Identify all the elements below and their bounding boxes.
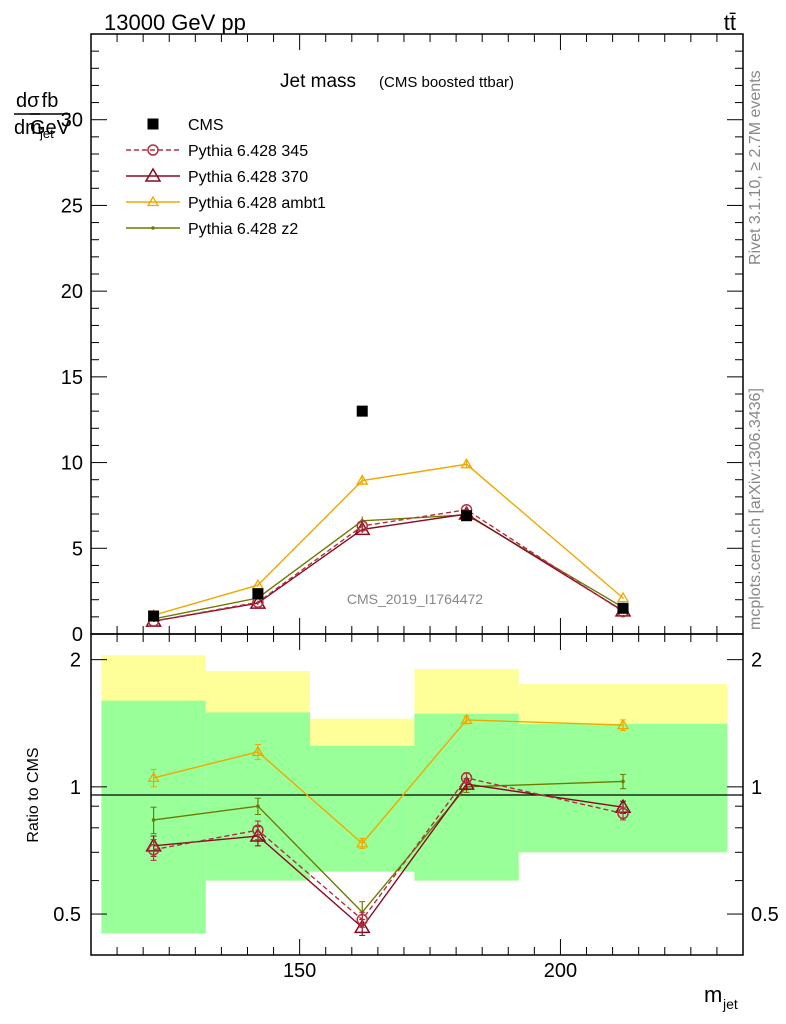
series-pythia-6.428-370 [145,505,632,627]
legend: CMS Pythia 6.428 345 Pythia 6.428 370 Pythi… [126,117,326,238]
ratio-y-tick-label-left: 2 [70,650,81,672]
y-tick-label: 0 [72,624,83,646]
ratio-data-point [251,745,265,757]
ylabel-den-left: dm [14,117,42,139]
ratio-data-point [147,771,160,783]
legend-label: CMS [188,117,224,134]
ratio-y-axis-label: Ratio to CMS [25,747,42,842]
mcplots-label: mcplots.cern.ch [arXiv:1306.3436] [747,388,764,630]
data-point [252,588,264,600]
ratio-data-point [147,843,160,856]
data-point [616,591,630,603]
ratio-data-point [460,713,473,725]
chart-title: Jet mass [280,71,356,92]
ratio-data-point [621,779,625,784]
ratio-frame [90,633,744,956]
rivet-label: Rivet 3.1.10, ≥ 2.7M events [747,70,764,265]
ylabel-num-left: dσ [16,90,40,112]
ylabel-num-right: fb [42,90,59,112]
xlabel-sub: jet [722,996,738,1012]
ratio-data-point [617,807,629,820]
watermark: CMS_2019_I1764472 [347,591,483,607]
data-point [356,474,369,485]
legend-marker [147,144,159,156]
y-tick-label: 30 [61,110,83,132]
legend-marker [147,118,159,130]
ratio-bands [101,655,728,934]
chart-subtitle: (CMS boosted ttbar) [379,74,514,91]
x-tick-label: 150 [283,960,316,982]
ratio-data-point [252,824,264,836]
data-point [356,520,368,532]
ratio-data-point [151,818,156,822]
ratio-y-tick-label-right: 2 [751,650,762,672]
legend-label: Pythia 6.428 z2 [188,221,298,238]
x-tick-label: 200 [544,960,577,982]
main-y-ticks: 0 5 10 15 20 25 30 [61,33,744,646]
ratio-panel: 0.5 0.5 1 1 2 2 150 200 [53,633,779,982]
ratio-data-point [616,718,630,730]
y-tick-label: 10 [61,453,83,475]
xlabel-main: m [704,982,722,1007]
ratio-data-point [356,913,368,926]
legend-marker [146,195,160,207]
data-point [249,594,267,609]
ylabel-den-right: GeV [30,117,71,139]
ratio-data-point [458,775,475,790]
ratio-data-point [353,918,371,934]
x-axis-label: m jet [704,982,738,1012]
legend-label: Pythia 6.428 345 [188,143,308,160]
legend-label: Pythia 6.428 ambt1 [188,195,326,212]
series-pythia-6.428-345 [147,503,629,627]
data-point [617,602,629,614]
legend-marker [151,226,155,230]
ratio-y-tick-label-right: 1 [751,777,762,799]
ratio-ticks: 0.5 0.5 1 1 2 2 150 200 [53,634,779,982]
y-tick-label: 15 [61,367,83,389]
data-point [460,458,473,469]
header-right: tt̄ [724,10,736,35]
legend-label: Pythia 6.428 370 [188,169,308,186]
ratio-series-pythia-6.428-ambt1 [147,713,630,849]
ratio-y-tick-label-left: 0.5 [53,904,81,926]
main-series [145,405,632,627]
ratio-y-tick-label-right: 0.5 [751,904,779,926]
y-tick-label: 5 [72,538,83,560]
y-tick-label: 25 [61,195,83,217]
ratio-data-point [356,837,369,848]
uncertainty-band-green [414,713,519,881]
ratio-y-tick-label-left: 1 [70,777,81,799]
uncertainty-band-green [310,745,415,872]
ratio-data-point [256,804,260,808]
ratio-series-pythia-6.428-345 [147,772,629,928]
data-point [461,510,473,522]
header-left: 13000 GeV pp [104,10,246,35]
ratio-data-point [460,772,473,784]
legend-marker [144,167,162,182]
series-cms [148,405,629,622]
data-point [148,610,160,622]
ratio-data-point [249,827,267,842]
data-point [356,405,368,417]
main-y-axis-label: dσ fb dm jet GeV [14,90,71,141]
uncertainty-band-green [205,712,311,881]
ylabel-den-sub: jet [39,126,54,141]
y-tick-label: 20 [61,281,83,303]
ratio-series [145,713,632,936]
main-panel: CMS_2019_I1764472 Jet mass (CMS boosted … [61,33,744,646]
